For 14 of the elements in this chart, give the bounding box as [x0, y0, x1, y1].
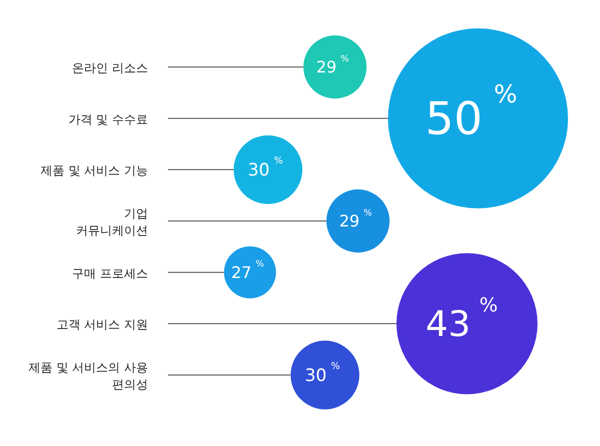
value-label: 50$^{%}$	[425, 80, 518, 146]
category-label: 구매 프로세스	[72, 266, 148, 280]
category-label: 제품 및 서비스의 사용 편의성	[28, 360, 148, 392]
category-label: 기업 커뮤니케이션	[76, 206, 148, 238]
value-label: 29$^{%}$	[339, 208, 372, 231]
value-label: 27$^{%}$	[231, 260, 264, 282]
category-label: 온라인 리소스	[72, 61, 148, 75]
value-label: 30$^{%}$	[248, 156, 283, 181]
category-label: 가격 및 수수료	[68, 112, 148, 126]
value-label: 43$^{%}$	[426, 293, 498, 345]
value-label: 29$^{%}$	[316, 54, 349, 77]
category-label: 고객 서비스 지원	[56, 318, 148, 332]
category-label: 제품 및 서비스 기능	[40, 164, 148, 178]
value-label: 30$^{%}$	[304, 361, 340, 386]
